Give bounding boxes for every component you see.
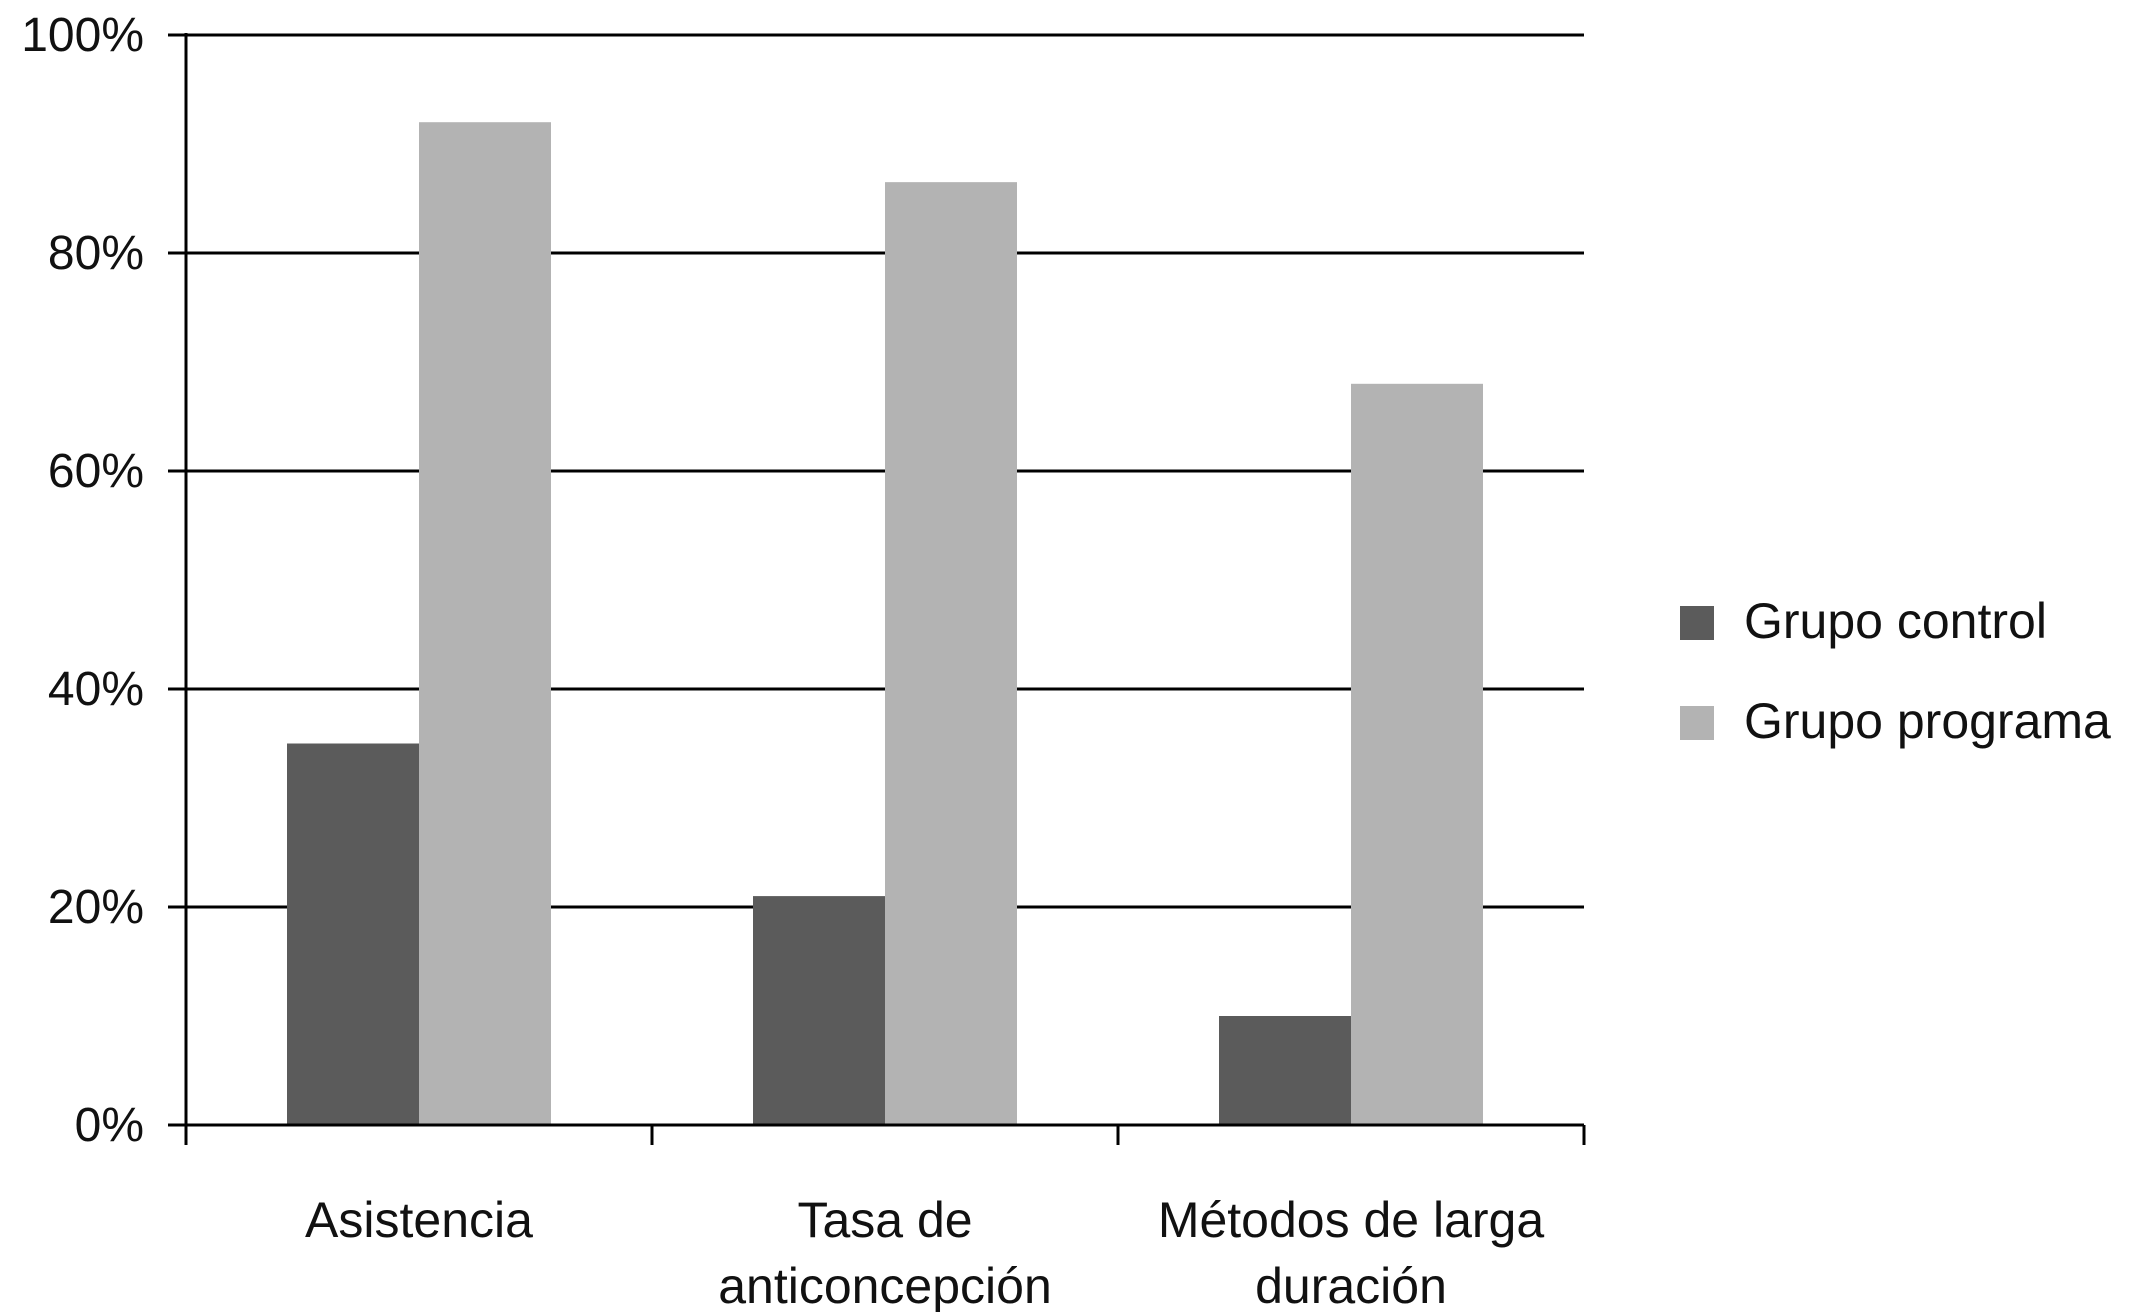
legend: Grupo control Grupo programa bbox=[1680, 593, 2111, 749]
y-tick-label-0: 0% bbox=[75, 1099, 144, 1152]
x-category-label-2: Métodos de larga duración bbox=[1158, 1192, 1545, 1312]
x-axis-category-labels: Asistencia Tasa de anticoncepción Métodos d… bbox=[305, 1192, 1544, 1312]
legend-label-control: Grupo control bbox=[1744, 593, 2047, 649]
bar-programa-0 bbox=[419, 122, 551, 1125]
legend-swatch-control bbox=[1680, 606, 1714, 640]
bar-programa-2 bbox=[1351, 383, 1483, 1125]
x-category-label-line: Asistencia bbox=[305, 1192, 533, 1248]
x-category-label-0: Asistencia bbox=[305, 1192, 533, 1248]
bar-programa-1 bbox=[885, 182, 1017, 1125]
y-tick-label-80: 80% bbox=[48, 227, 144, 280]
y-tick-label-40: 40% bbox=[48, 663, 144, 716]
x-category-label-line: anticoncepción bbox=[718, 1258, 1052, 1312]
bars bbox=[287, 122, 1483, 1125]
x-category-label-line: duración bbox=[1255, 1258, 1447, 1312]
legend-swatch-programa bbox=[1680, 706, 1714, 740]
bar-control-2 bbox=[1219, 1016, 1351, 1125]
y-tick-label-100: 100% bbox=[21, 9, 144, 62]
y-tick-label-60: 60% bbox=[48, 445, 144, 498]
bar-control-0 bbox=[287, 743, 419, 1125]
x-category-label-line: Tasa de bbox=[797, 1192, 972, 1248]
y-axis-tick-labels: 0% 20% 40% 60% 80% 100% bbox=[21, 9, 144, 1152]
bar-control-1 bbox=[753, 896, 885, 1125]
axes bbox=[168, 33, 1586, 1145]
legend-label-programa: Grupo programa bbox=[1744, 693, 2111, 749]
x-category-label-1: Tasa de anticoncepción bbox=[718, 1192, 1052, 1312]
y-tick-label-20: 20% bbox=[48, 881, 144, 934]
x-category-label-line: Métodos de larga bbox=[1158, 1192, 1545, 1248]
